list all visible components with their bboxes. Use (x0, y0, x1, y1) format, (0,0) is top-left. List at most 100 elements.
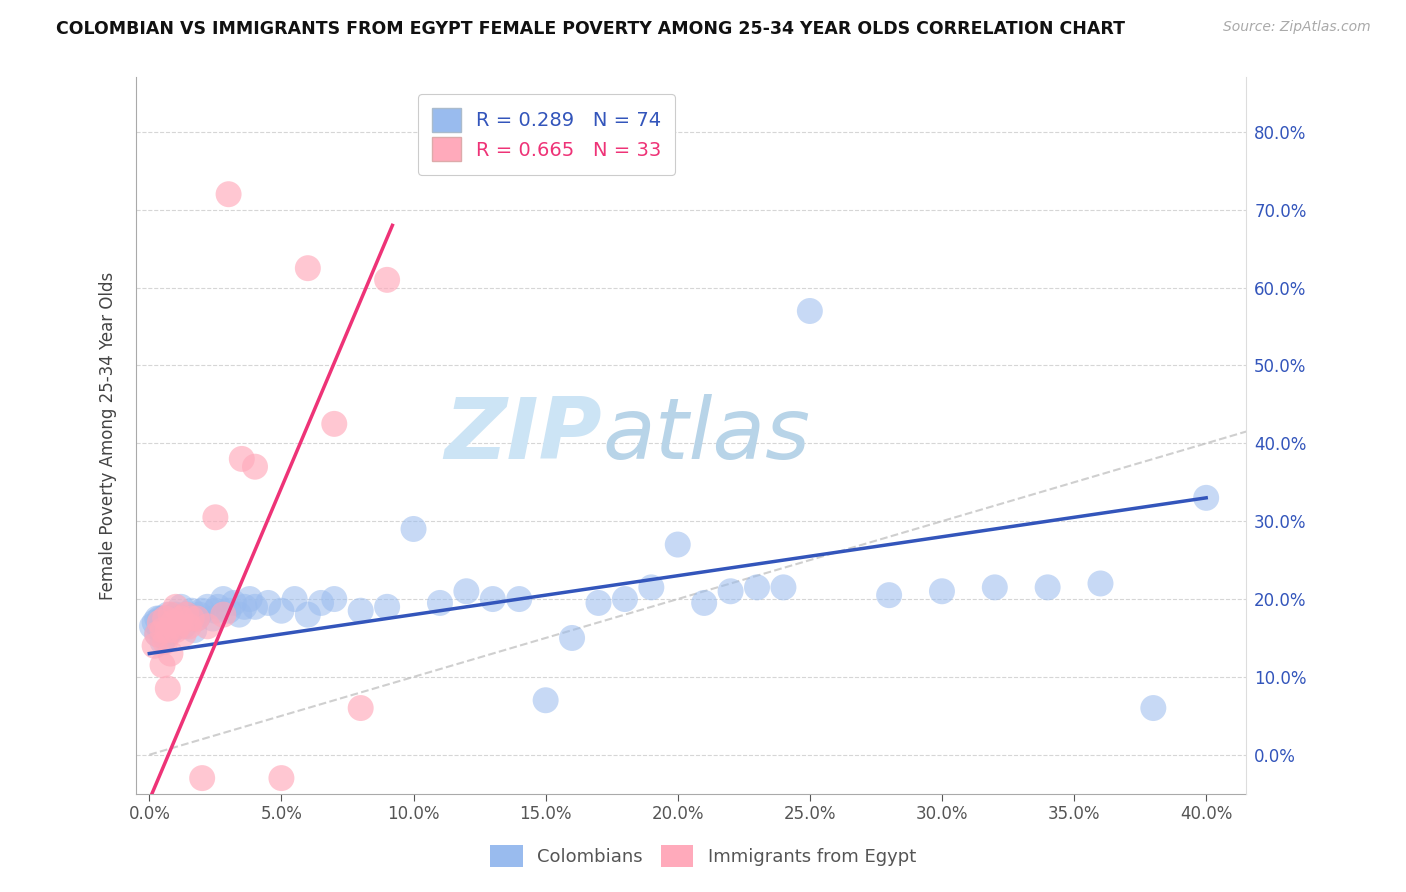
Point (745, 580, 768, 594)
Point (243, 599, 266, 614)
Point (183, 623, 205, 637)
Point (1036, 580, 1059, 594)
Point (931, 584, 953, 599)
Point (159, 647, 181, 661)
Point (159, 624, 181, 639)
Point (153, 617, 176, 632)
Point (720, 584, 742, 599)
Point (204, 604, 226, 618)
Point (177, 619, 200, 633)
Y-axis label: Female Poverty Among 25-34 Year Olds: Female Poverty Among 25-34 Year Olds (100, 271, 117, 599)
Point (146, 627, 169, 641)
Point (429, 596, 451, 610)
Point (188, 607, 211, 622)
Point (165, 623, 187, 637)
Point (152, 623, 174, 637)
Point (212, 607, 235, 622)
Point (613, 592, 636, 607)
Point (877, 588, 900, 602)
Point (218, 187, 240, 202)
Point (588, 596, 610, 610)
Point (180, 611, 202, 625)
Point (186, 611, 208, 625)
Point (143, 615, 166, 630)
Point (156, 681, 179, 696)
Point (170, 599, 193, 614)
Point (173, 627, 195, 641)
Point (456, 584, 478, 599)
Point (204, 510, 226, 524)
Point (218, 604, 240, 618)
Text: ZIP: ZIP (444, 394, 602, 477)
Point (350, 701, 373, 715)
Point (212, 592, 235, 607)
Point (152, 658, 174, 673)
Point (170, 611, 193, 625)
Point (375, 599, 398, 614)
Point (149, 615, 172, 630)
Point (640, 580, 662, 594)
Point (156, 627, 179, 641)
Point (693, 596, 716, 610)
Point (165, 619, 187, 633)
Point (666, 537, 689, 551)
Point (799, 304, 821, 318)
Point (197, 619, 219, 633)
Point (228, 607, 250, 622)
Point (284, 592, 307, 607)
Point (191, 604, 214, 618)
Point (323, 592, 346, 607)
Point (309, 596, 332, 610)
Point (176, 607, 198, 622)
Point (177, 611, 200, 625)
Point (170, 611, 193, 625)
Point (153, 611, 176, 625)
Point (153, 611, 176, 625)
Point (165, 599, 187, 614)
Point (1195, 491, 1218, 505)
Point (152, 623, 174, 637)
Point (197, 599, 219, 614)
Point (534, 693, 557, 707)
Point (156, 615, 179, 630)
Point (233, 599, 256, 614)
Point (350, 604, 373, 618)
Point (481, 592, 503, 607)
Point (149, 623, 172, 637)
Point (186, 611, 208, 625)
Point (191, 771, 214, 785)
Text: COLOMBIAN VS IMMIGRANTS FROM EGYPT FEMALE POVERTY AMONG 25-34 YEAR OLDS CORRELAT: COLOMBIAN VS IMMIGRANTS FROM EGYPT FEMAL… (56, 20, 1125, 37)
Point (243, 459, 266, 474)
Point (984, 580, 1007, 594)
Point (1142, 701, 1164, 715)
Point (508, 592, 530, 607)
Point (270, 771, 292, 785)
Point (1090, 576, 1112, 591)
Point (323, 417, 346, 431)
Point (231, 451, 253, 466)
Point (222, 596, 245, 610)
Point (180, 604, 202, 618)
Point (141, 619, 163, 633)
Point (143, 639, 166, 653)
Point (153, 635, 176, 649)
Point (772, 580, 794, 594)
Point (153, 631, 176, 645)
Point (162, 622, 184, 636)
Point (176, 607, 198, 622)
Text: atlas: atlas (602, 394, 810, 477)
Point (149, 611, 172, 625)
Point (561, 631, 583, 645)
Point (207, 599, 229, 614)
Point (152, 635, 174, 649)
Legend: Colombians, Immigrants from Egypt: Colombians, Immigrants from Egypt (482, 838, 924, 874)
Point (146, 627, 169, 641)
Point (270, 604, 292, 618)
Point (146, 611, 169, 625)
Point (239, 592, 262, 607)
Point (165, 607, 187, 622)
Point (159, 611, 181, 625)
Point (375, 273, 398, 287)
Point (156, 623, 179, 637)
Point (156, 607, 179, 622)
